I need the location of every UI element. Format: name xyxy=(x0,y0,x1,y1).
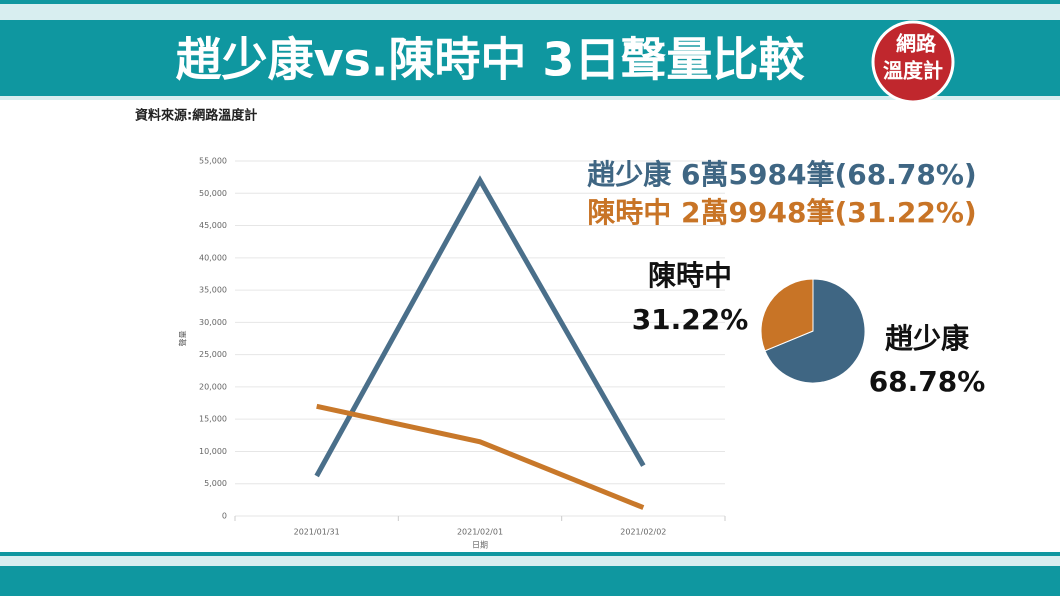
y-tick-label: 50,000 xyxy=(199,189,227,198)
pie-label: 趙少康 xyxy=(885,322,970,355)
summary: 趙少康 6萬5984筆(68.78%) xyxy=(587,158,976,191)
logo-text: 溫度計 xyxy=(883,59,943,83)
series-line xyxy=(314,175,646,478)
series-line xyxy=(316,403,645,510)
y-tick-label: 25,000 xyxy=(199,350,227,359)
x-tick-label: 2021/02/01 xyxy=(457,528,503,537)
source: 資料來源:網路溫度計 xyxy=(135,108,257,124)
x-tick-label: 2021/01/31 xyxy=(294,528,340,537)
y-tick-label: 45,000 xyxy=(199,221,227,230)
pie-value-label: 68.78% xyxy=(869,365,986,398)
y-tick-label: 40,000 xyxy=(199,253,227,262)
header-edge xyxy=(0,96,1060,100)
y-axis-label: 聲量 xyxy=(179,331,188,347)
y-tick-label: 35,000 xyxy=(199,286,227,295)
y-tick-label: 55,000 xyxy=(199,157,227,166)
pie-label: 陳時中 xyxy=(648,259,732,292)
pie-slice xyxy=(760,278,814,352)
pie-value-label: 31.22% xyxy=(632,303,749,336)
title: 趙少康vs.陳時中 3日聲量比較 xyxy=(176,33,806,87)
y-tick-label: 10,000 xyxy=(199,447,227,456)
y-tick-label: 5,000 xyxy=(204,479,227,488)
pie-slice xyxy=(764,278,866,384)
logo-text: 網路 xyxy=(896,32,937,56)
y-tick-label: 15,000 xyxy=(199,415,227,424)
footer-stripe xyxy=(0,556,1060,566)
y-tick-label: 30,000 xyxy=(199,318,227,327)
x-tick-label: 2021/02/02 xyxy=(620,528,666,537)
x-axis-label: 日期 xyxy=(472,541,488,550)
y-tick-label: 20,000 xyxy=(199,382,227,391)
y-tick-label: 0 xyxy=(222,512,227,521)
logo xyxy=(871,20,955,104)
summary: 陳時中 2萬9948筆(31.22%) xyxy=(587,196,976,229)
header-stripe xyxy=(0,4,1060,20)
